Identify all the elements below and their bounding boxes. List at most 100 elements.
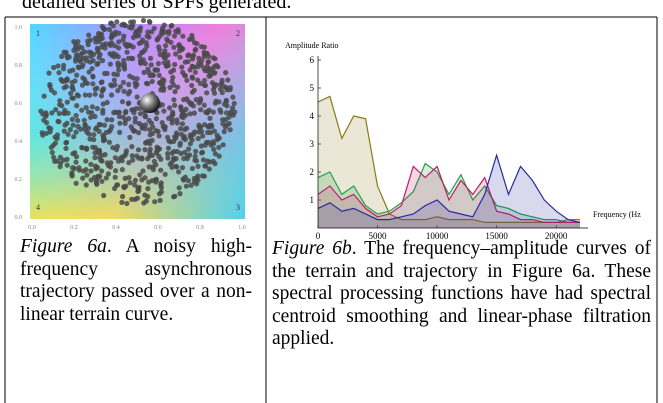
trajectory-dot <box>96 55 102 61</box>
trajectory-dot <box>155 67 161 73</box>
y-tick-label: 0.2 <box>15 177 23 183</box>
trajectory-dot <box>146 18 152 25</box>
trajectory-dot <box>113 168 119 174</box>
trajectory-dot <box>99 31 105 37</box>
trajectory-dot <box>146 34 152 40</box>
trajectory-dot <box>230 94 236 100</box>
trajectory-dot <box>99 79 105 85</box>
trajectory-dot <box>129 196 135 202</box>
trajectory-dot <box>190 131 197 137</box>
trajectory-dot <box>72 150 78 156</box>
area-shade <box>318 166 580 228</box>
trajectory-dot <box>112 155 118 161</box>
trajectory-dot <box>173 51 179 57</box>
trajectory-dot <box>205 129 211 136</box>
trajectory-dot <box>200 133 206 139</box>
trajectory-dot <box>170 111 176 117</box>
trajectory-dot <box>158 180 164 186</box>
trajectory-dot <box>113 29 119 35</box>
trajectory-dot <box>193 46 199 52</box>
trajectory-dot <box>153 128 159 134</box>
trajectory-dot <box>140 17 147 24</box>
intro-text: detailed series of SPFs generated. <box>22 0 292 13</box>
trajectory-dot <box>126 175 132 181</box>
trajectory-dot <box>151 25 157 31</box>
trajectory-dot <box>171 44 177 50</box>
trajectory-dot <box>87 37 94 43</box>
trajectory-dot <box>153 176 159 182</box>
trajectory-dot <box>156 44 162 50</box>
trajectory-dot <box>83 182 89 188</box>
trajectory-dot <box>114 143 120 149</box>
trajectory-dot <box>195 163 201 169</box>
trajectory-dot <box>79 45 85 51</box>
trajectory-dot <box>94 181 100 187</box>
caption-label: Figure 6a <box>20 236 107 257</box>
trajectory-dot <box>55 63 61 69</box>
trajectory-dot <box>206 166 212 172</box>
trajectory-dot <box>41 93 47 99</box>
x-tick-label: 0.2 <box>70 225 78 231</box>
trajectory-dot <box>189 82 195 89</box>
trajectory-dot <box>61 157 67 163</box>
trajectory-dot <box>132 115 138 121</box>
trajectory-dot <box>154 110 160 116</box>
trajectory-dot <box>209 124 215 130</box>
trajectory-dot <box>102 137 108 143</box>
trajectory-dot <box>94 105 100 112</box>
trajectory-dot <box>184 125 190 131</box>
trajectory-dot <box>145 81 151 87</box>
trajectory-dot <box>140 168 146 174</box>
trajectory-dot <box>210 139 216 145</box>
y-tick-label: 0.6 <box>15 101 23 107</box>
trajectory-dot <box>132 119 138 125</box>
trajectory-dot <box>99 58 106 64</box>
trajectory-dot <box>137 111 144 117</box>
trajectory-dot <box>127 180 133 186</box>
curve <box>317 162 580 223</box>
trajectory-dot <box>105 171 111 177</box>
trajectory-dot <box>82 49 88 55</box>
trajectory-dot <box>116 39 122 45</box>
trajectory-dot <box>174 130 180 136</box>
trajectory-dot <box>71 134 77 140</box>
x-tick-label: 1.0 <box>238 225 246 231</box>
trajectory-dot <box>176 185 182 191</box>
trajectory-dot <box>73 154 80 160</box>
trajectory-dot <box>127 43 133 49</box>
trajectory-dot <box>184 77 190 83</box>
trajectory-dot <box>63 145 69 151</box>
trajectory-dot <box>94 61 100 67</box>
trajectory-dot <box>211 64 217 70</box>
trajectory-dot <box>223 70 229 76</box>
trajectory-dot <box>204 63 210 70</box>
trajectory-dot <box>69 95 75 101</box>
trajectory-dot <box>87 92 93 98</box>
trajectory-dot <box>81 117 87 123</box>
trajectory-dot <box>201 77 208 84</box>
trajectory-dot <box>148 120 155 126</box>
trajectory-dot <box>95 47 101 53</box>
trajectory-dot <box>106 139 112 145</box>
trajectory-dot <box>46 70 52 76</box>
trajectory-dot <box>202 163 209 169</box>
trajectory-dot <box>126 55 132 61</box>
trajectory-dot <box>212 151 218 157</box>
trajectory-dot <box>186 52 192 58</box>
trajectory-dot <box>182 149 188 155</box>
trajectory-dot <box>114 182 121 188</box>
trajectory-dot <box>92 145 98 151</box>
trajectory-dot <box>88 161 94 167</box>
trajectory-dot <box>117 120 123 126</box>
trajectory-dot <box>195 135 201 142</box>
curve <box>317 153 581 223</box>
trajectory-dot <box>147 132 153 138</box>
trajectory-dot <box>126 100 132 106</box>
trajectory-dot <box>168 39 174 45</box>
trajectory-dot <box>51 154 57 160</box>
trajectory-dot <box>62 110 68 116</box>
y-tick-label: 0.8 <box>15 63 23 69</box>
trajectory-dot <box>134 76 140 82</box>
trajectory-dot <box>158 189 164 195</box>
